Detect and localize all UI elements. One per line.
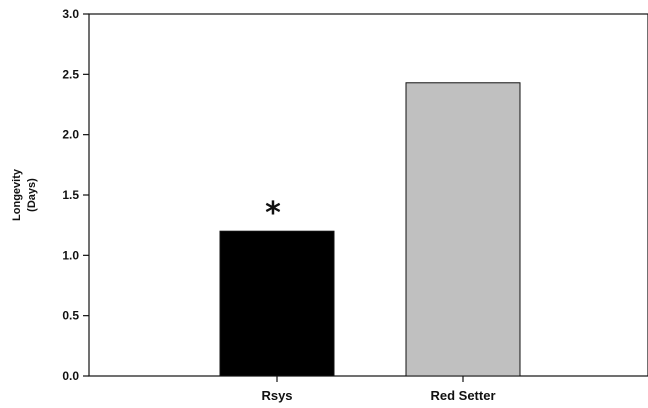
y-tick-label: 2.0 xyxy=(62,128,79,142)
bar-red-setter xyxy=(405,82,521,377)
y-tick-label: 3.0 xyxy=(62,7,79,21)
y-axis-title-line-2: (Days) xyxy=(26,178,38,212)
x-tick-label: Rsys xyxy=(261,388,292,403)
bar-rsys xyxy=(219,230,335,377)
x-tick-label: Red Setter xyxy=(430,388,495,403)
plot-frame xyxy=(88,13,648,377)
y-axis: 0.0 0.5 1.0 1.5 2.0 2.5 3.0 xyxy=(62,7,89,383)
x-axis: Rsys Red Setter xyxy=(261,376,496,403)
y-tick-label: 1.5 xyxy=(62,188,79,202)
significance-marker: * xyxy=(265,196,281,231)
y-tick-label: 0.5 xyxy=(62,309,79,323)
annotations: * xyxy=(265,196,281,231)
y-tick-label: 0.0 xyxy=(62,369,79,383)
bars xyxy=(219,82,521,377)
y-tick-label: 1.0 xyxy=(62,248,79,262)
y-axis-title-line-1: Longevity xyxy=(11,168,23,221)
y-tick-label: 2.5 xyxy=(62,67,79,81)
